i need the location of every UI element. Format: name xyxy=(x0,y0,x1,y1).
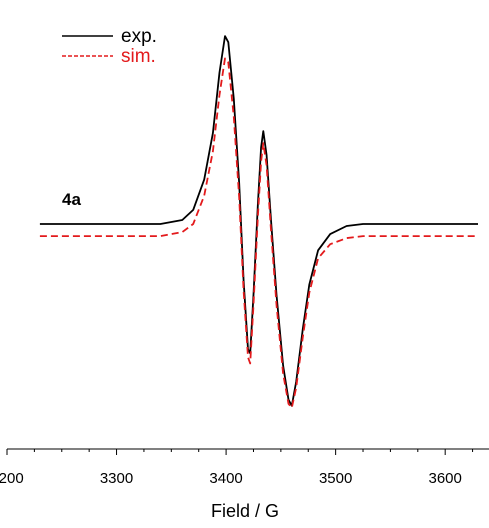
plot-area xyxy=(39,35,478,409)
x-tick-label: 3200 xyxy=(0,470,24,487)
series-line-exp xyxy=(39,35,478,407)
x-axis-ticks: 3200 3300 3400 3500 3600 xyxy=(0,449,474,487)
x-tick-label: 3600 xyxy=(428,470,461,487)
x-axis-title: Field / G xyxy=(211,501,279,521)
sample-label: 4a xyxy=(62,190,81,209)
legend: exp.sim. xyxy=(62,26,157,67)
x-tick-label: 3300 xyxy=(100,470,133,487)
legend-label-sim: sim. xyxy=(121,46,156,67)
series-line-sim xyxy=(39,57,478,409)
x-tick-label: 3400 xyxy=(209,470,242,487)
x-tick-label: 3500 xyxy=(319,470,352,487)
legend-label-exp: exp. xyxy=(121,26,157,47)
